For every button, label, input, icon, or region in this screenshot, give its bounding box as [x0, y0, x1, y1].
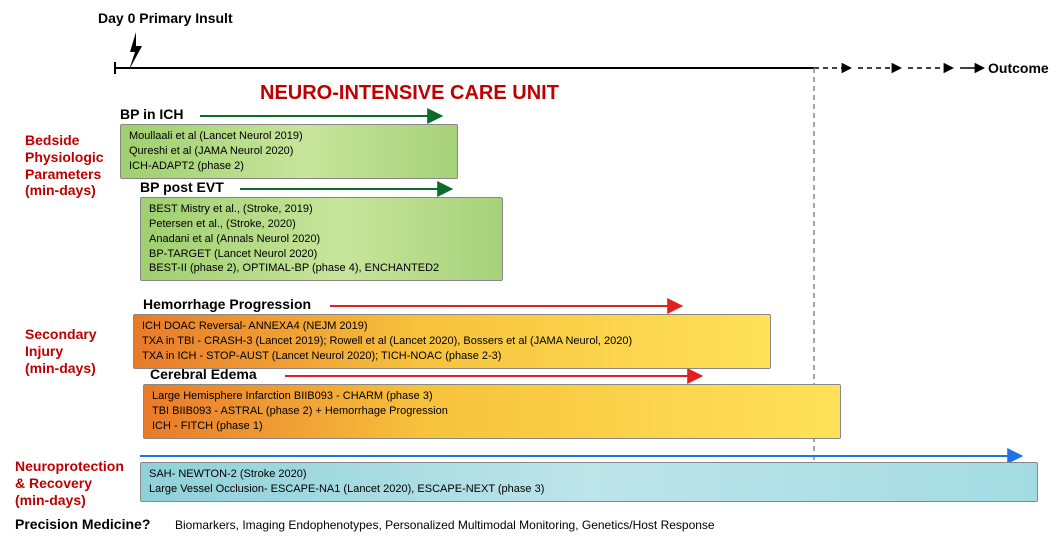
list-item: ICH - FITCH (phase 1) — [152, 419, 832, 434]
list-item: BEST Mistry et al., (Stroke, 2019) — [149, 202, 494, 217]
unit-title: NEURO-INTENSIVE CARE UNIT — [260, 82, 559, 105]
list-item: Qureshi et al (JAMA Neurol 2020) — [129, 144, 449, 159]
list-item: Petersen et al., (Stroke, 2020) — [149, 217, 494, 232]
box-cer-edema: Large Hemisphere Infarction BIIB093 - CH… — [143, 384, 841, 439]
list-item: Large Hemisphere Infarction BIIB093 - CH… — [152, 389, 832, 404]
list-item: ICH DOAC Reversal- ANNEXA4 (NEJM 2019) — [142, 319, 762, 334]
title-cer-edema: Cerebral Edema — [150, 366, 257, 382]
row-label-neuroprot: Neuroprotection & Recovery (min-days) — [15, 458, 124, 508]
figure-root: Day 0 Primary Insult NEURO-INTENSIVE CAR… — [0, 0, 1050, 539]
list-item: BP-TARGET (Lancet Neurol 2020) — [149, 247, 494, 262]
row-label-bedside: Bedside Physiologic Parameters (min-days… — [25, 132, 104, 199]
title-hem-prog: Hemorrhage Progression — [143, 296, 311, 312]
list-item: TXA in TBI - CRASH-3 (Lancet 2019); Rowe… — [142, 334, 762, 349]
list-item: Large Vessel Occlusion- ESCAPE-NA1 (Lanc… — [149, 482, 1029, 497]
list-item: ICH-ADAPT2 (phase 2) — [129, 159, 449, 174]
lightning-icon — [129, 32, 142, 70]
title-bp-ich: BP in ICH — [120, 106, 184, 122]
box-neuroprot: SAH- NEWTON-2 (Stroke 2020) Large Vessel… — [140, 462, 1038, 502]
list-item: Moullaali et al (Lancet Neurol 2019) — [129, 129, 449, 144]
row-label-secondary: Secondary Injury (min-days) — [25, 326, 97, 376]
precision-label: Precision Medicine? — [15, 516, 150, 532]
day0-label: Day 0 Primary Insult — [98, 10, 233, 26]
list-item: TBI BIIB093 - ASTRAL (phase 2) + Hemorrh… — [152, 404, 832, 419]
precision-text: Biomarkers, Imaging Endophenotypes, Pers… — [175, 518, 715, 532]
title-bp-evt: BP post EVT — [140, 179, 224, 195]
list-item: TXA in ICH - STOP-AUST (Lancet Neurol 20… — [142, 349, 762, 364]
list-item: Anadani et al (Annals Neurol 2020) — [149, 232, 494, 247]
list-item: SAH- NEWTON-2 (Stroke 2020) — [149, 467, 1029, 482]
list-item: BEST-II (phase 2), OPTIMAL-BP (phase 4),… — [149, 261, 494, 276]
box-bp-ich: Moullaali et al (Lancet Neurol 2019) Qur… — [120, 124, 458, 179]
box-bp-evt: BEST Mistry et al., (Stroke, 2019) Peter… — [140, 197, 503, 281]
box-hem-prog: ICH DOAC Reversal- ANNEXA4 (NEJM 2019) T… — [133, 314, 771, 369]
outcome-label: Outcome — [988, 60, 1049, 76]
